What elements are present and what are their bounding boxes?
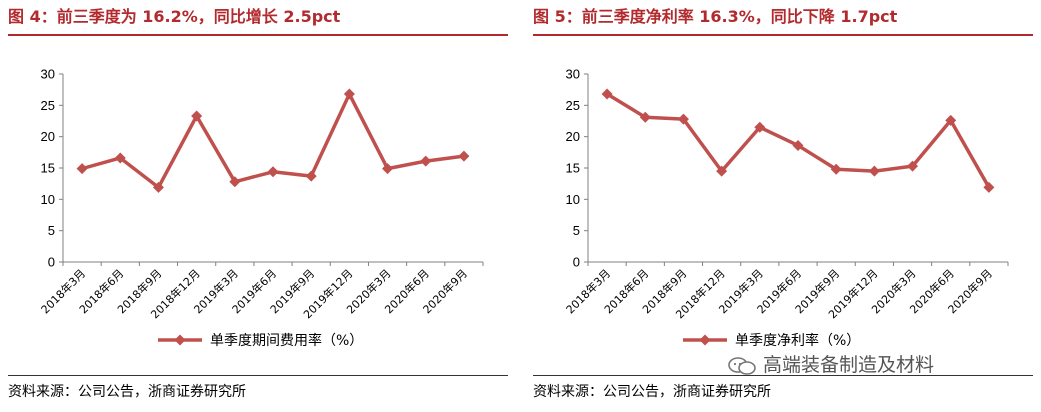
data-point: [639, 111, 651, 123]
y-tick-label: 0: [48, 255, 55, 270]
watermark-text: 高端装备制造及材料: [763, 354, 935, 376]
title-divider: [8, 34, 508, 36]
y-tick-label: 15: [41, 161, 55, 176]
data-point: [792, 139, 804, 151]
y-tick-label: 20: [566, 129, 580, 144]
title-divider: [533, 34, 1033, 36]
data-point: [229, 176, 241, 188]
source-note: 资料来源：公司公告，浙商证券研究所: [533, 384, 771, 400]
source-note: 资料来源：公司公告，浙商证券研究所: [8, 384, 246, 400]
legend-marker: [699, 334, 711, 346]
y-tick-label: 25: [41, 98, 55, 113]
chart-title: 图 4：前三季度为 16.2%，同比增长 2.5pct: [8, 7, 341, 26]
y-tick-label: 0: [573, 255, 580, 270]
data-point: [716, 165, 728, 177]
y-tick-label: 20: [41, 129, 55, 144]
data-point: [114, 152, 126, 164]
data-point: [868, 165, 880, 177]
chart-panel-left: 图 4：前三季度为 16.2%，同比增长 2.5pct 0 5 10 15 20 25 30…: [8, 0, 508, 412]
y-tick-label: 25: [566, 98, 580, 113]
legend-label: 单季度净利率（%）: [735, 332, 860, 349]
data-point: [191, 110, 203, 122]
data-point: [420, 155, 432, 167]
data-point: [305, 170, 317, 182]
data-point: [267, 166, 279, 178]
data-point: [945, 114, 957, 126]
y-tick-label: 5: [48, 223, 55, 238]
y-tick-label: 30: [41, 67, 55, 82]
line-chart-expense-ratio: 0510152025302018年3月2018年6月2018年9月2018年12…: [38, 67, 484, 349]
source-divider: [533, 375, 1033, 376]
y-tick-label: 10: [41, 192, 55, 207]
data-point: [830, 163, 842, 175]
y-tick-label: 5: [573, 223, 580, 238]
data-point: [601, 88, 613, 100]
legend-label: 单季度期间费用率（%）: [210, 332, 363, 349]
data-point: [458, 150, 470, 162]
chart-panel-right: 图 5：前三季度净利率 16.3%，同比下降 1.7pct 0 5 10 15 20 25…: [533, 0, 1033, 412]
y-tick-label: 10: [566, 192, 580, 207]
legend-marker: [174, 334, 186, 346]
data-point: [343, 88, 355, 100]
data-point: [907, 160, 919, 172]
y-tick-label: 30: [566, 67, 580, 82]
wechat-icon: [728, 356, 756, 375]
data-point: [382, 163, 394, 175]
data-point: [152, 181, 164, 193]
data-point: [983, 181, 995, 193]
chart-title: 图 5：前三季度净利率 16.3%，同比下降 1.7pct: [533, 7, 898, 26]
watermark: 高端装备制造及材料: [727, 352, 934, 378]
data-point: [677, 113, 689, 125]
source-divider: [8, 375, 508, 376]
data-point: [76, 163, 88, 175]
data-point: [754, 121, 766, 133]
line-chart-net-margin: 0510152025302018年3月2018年6月2018年9月2018年12…: [563, 67, 1009, 349]
y-tick-label: 15: [566, 161, 580, 176]
